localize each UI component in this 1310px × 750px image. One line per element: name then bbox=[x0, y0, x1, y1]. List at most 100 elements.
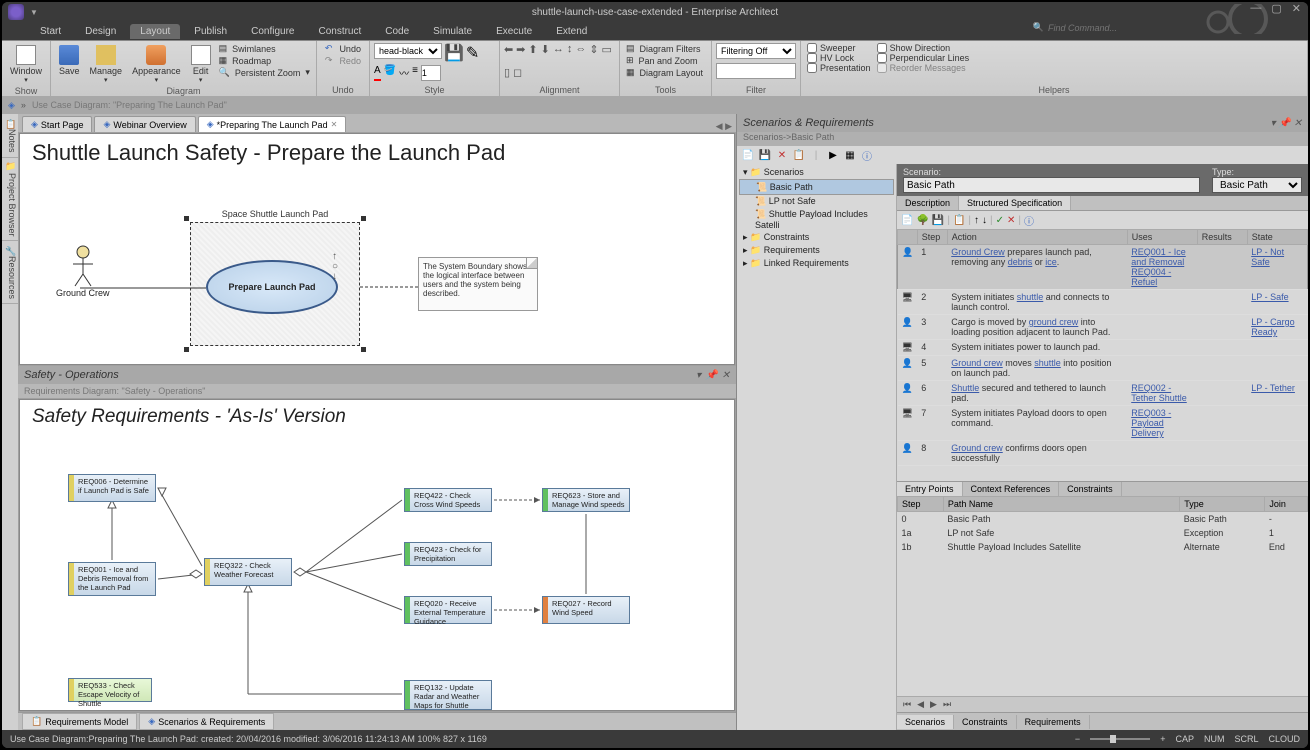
roadmap-button[interactable]: ▦ Roadmap bbox=[217, 55, 312, 66]
tb-down-icon[interactable]: ↓ bbox=[982, 215, 987, 226]
tb-remove-icon[interactable]: ✕ bbox=[1007, 215, 1015, 226]
align-top-icon[interactable]: ⬆ bbox=[528, 43, 537, 56]
same-size-icon[interactable]: ◻ bbox=[513, 66, 522, 79]
doc-tab[interactable]: ◈Start Page bbox=[22, 116, 92, 132]
tree-node[interactable]: 📜 LP not Safe bbox=[739, 195, 894, 208]
entry-row[interactable]: 0Basic PathBasic Path- bbox=[898, 512, 1308, 527]
menu-tab-design[interactable]: Design bbox=[75, 24, 126, 39]
tb-add-icon[interactable]: ✓ bbox=[996, 215, 1004, 226]
appearance-button[interactable]: Appearance▾ bbox=[128, 43, 185, 86]
resources-tab[interactable]: 🔧Resources bbox=[2, 241, 18, 304]
tree-node[interactable]: ▸ 📁 Requirements bbox=[739, 244, 894, 257]
doc-tab[interactable]: ◈*Preparing The Launch Pad✕ bbox=[198, 116, 347, 132]
close-icon[interactable]: ✕ bbox=[1289, 2, 1304, 15]
entry-table[interactable]: StepPath NameTypeJoin0Basic PathBasic Pa… bbox=[897, 496, 1308, 696]
menu-tab-start[interactable]: Start bbox=[30, 24, 71, 39]
diagram-filters-button[interactable]: ▤ Diagram Filters bbox=[624, 43, 707, 54]
step-row[interactable]: 👤5Ground crew moves shuttle into positio… bbox=[898, 356, 1308, 381]
steps-table[interactable]: StepActionUsesResultsState👤1Ground Crew … bbox=[897, 229, 1308, 481]
menu-chevron[interactable]: ▼ bbox=[30, 8, 38, 17]
diagram-pane-1[interactable]: Shuttle Launch Safety - Prepare the Laun… bbox=[19, 133, 735, 365]
pane2-pin-icon[interactable]: ▾ bbox=[696, 370, 701, 381]
space-h-icon[interactable]: ⇔ bbox=[575, 43, 586, 55]
entry-tab[interactable]: Context References bbox=[963, 482, 1060, 496]
rp-copy-icon[interactable]: 📋 bbox=[792, 148, 806, 162]
tb-save-icon[interactable]: 💾 bbox=[932, 215, 944, 226]
entry-row[interactable]: 1bShuttle Payload Includes SatelliteAlte… bbox=[898, 540, 1308, 554]
entry-tab[interactable]: Entry Points bbox=[897, 482, 963, 496]
zoom-minus-icon[interactable]: − bbox=[1075, 734, 1080, 744]
persistent-zoom-button[interactable]: 🔍 Persistent Zoom ▾ bbox=[217, 67, 312, 78]
menu-tab-code[interactable]: Code bbox=[375, 24, 419, 39]
zoom-slider[interactable] bbox=[1090, 738, 1150, 740]
requirement-REQ423[interactable]: REQ423 - Check for Precipitation bbox=[404, 542, 492, 566]
requirement-REQ020[interactable]: REQ020 - Receive External Temperature Gu… bbox=[404, 596, 492, 624]
form-tab[interactable]: Description bbox=[897, 196, 959, 210]
step-row[interactable]: 🖥7System initiates Payload doors to open… bbox=[898, 406, 1308, 441]
rp-help-icon[interactable]: ⓘ bbox=[860, 148, 874, 162]
hvlock-check[interactable]: HV Lock bbox=[805, 53, 873, 63]
tb-up-icon[interactable]: ↑ bbox=[974, 215, 979, 226]
tab-scenarios-requirements[interactable]: ◈Scenarios & Requirements bbox=[139, 713, 274, 730]
bottom-tab[interactable]: Scenarios bbox=[897, 715, 954, 729]
reorder-check[interactable]: Reorder Messages bbox=[875, 63, 972, 73]
rp-diagram-icon[interactable]: ▦ bbox=[843, 148, 857, 162]
requirement-REQ322[interactable]: REQ322 - Check Weather Forecast bbox=[204, 558, 292, 586]
perpendicular-check[interactable]: Perpendicular Lines bbox=[875, 53, 972, 63]
space-v-icon[interactable]: ⇕ bbox=[589, 43, 598, 56]
filter-input[interactable] bbox=[716, 63, 796, 79]
requirement-REQ623[interactable]: REQ623 - Store and Manage Wind speeds bbox=[542, 488, 630, 512]
step-row[interactable]: 👤3Cargo is moved by ground crew into loa… bbox=[898, 315, 1308, 340]
font-color-icon[interactable]: A bbox=[374, 65, 381, 81]
step-row[interactable]: 👤6Shuttle secured and tethered to launch… bbox=[898, 381, 1308, 406]
window-button[interactable]: Window▾ bbox=[6, 43, 46, 86]
tb-info-icon[interactable]: ⓘ bbox=[1024, 213, 1034, 228]
nav-prev-icon[interactable]: ◀ bbox=[915, 699, 926, 710]
doc-tab[interactable]: ◈Webinar Overview bbox=[94, 116, 195, 132]
pan-zoom-button[interactable]: ⊞ Pan and Zoom bbox=[624, 55, 707, 66]
align-center-h-icon[interactable]: ↔ bbox=[553, 43, 564, 55]
form-tab[interactable]: Structured Specification bbox=[959, 196, 1071, 210]
tree-node[interactable]: 📜 Basic Path bbox=[739, 179, 894, 195]
presentation-check[interactable]: Presentation bbox=[805, 63, 873, 73]
same-width-icon[interactable]: ▭ bbox=[602, 43, 612, 56]
menu-tab-simulate[interactable]: Simulate bbox=[423, 24, 482, 39]
bottom-tab[interactable]: Requirements bbox=[1017, 715, 1090, 729]
scenario-input[interactable] bbox=[903, 177, 1200, 193]
rp-pin-icon[interactable]: 📌 bbox=[1278, 118, 1290, 129]
edit-button[interactable]: Edit▾ bbox=[187, 43, 215, 86]
entry-row[interactable]: 1aLP not SafeException1 bbox=[898, 526, 1308, 540]
nav-last-icon[interactable]: ⏭ bbox=[941, 699, 953, 710]
requirement-REQ027[interactable]: REQ027 - Record Wind Speed bbox=[542, 596, 630, 624]
quickbar-expand-icon[interactable]: » bbox=[21, 100, 26, 110]
show-direction-check[interactable]: Show Direction bbox=[875, 43, 972, 53]
menu-tab-configure[interactable]: Configure bbox=[241, 24, 304, 39]
actor-ground-crew[interactable]: Ground Crew bbox=[56, 244, 110, 298]
step-row[interactable]: 👤8Ground crew confirms doors open succes… bbox=[898, 441, 1308, 466]
tb-new-icon[interactable]: 📄 bbox=[901, 215, 913, 226]
usecase-prepare-launch-pad[interactable]: Prepare Launch Pad bbox=[206, 260, 338, 314]
fill-color-icon[interactable]: 🪣 bbox=[384, 65, 396, 81]
same-height-icon[interactable]: ▯ bbox=[504, 66, 510, 79]
requirement-REQ422[interactable]: REQ422 - Check Cross Wind Speeds bbox=[404, 488, 492, 512]
menu-tab-publish[interactable]: Publish bbox=[184, 24, 237, 39]
rp-close-icon[interactable]: ✕ bbox=[1294, 118, 1302, 129]
tree-node[interactable]: 📜 Shuttle Payload Includes Satelli bbox=[739, 208, 894, 231]
swimlanes-button[interactable]: ▤ Swimlanes bbox=[217, 43, 312, 54]
save-button[interactable]: Save bbox=[55, 43, 84, 78]
pane2-close-icon[interactable]: ✕ bbox=[722, 370, 730, 381]
rp-delete-icon[interactable]: ✕ bbox=[775, 148, 789, 162]
rp-save-icon[interactable]: 💾 bbox=[758, 148, 772, 162]
find-command-input[interactable] bbox=[1048, 23, 1148, 33]
project-browser-tab[interactable]: 📋Notes bbox=[2, 114, 18, 158]
pane2-pin2-icon[interactable]: 📌 bbox=[705, 370, 717, 381]
style-combo[interactable]: head-black bbox=[374, 43, 442, 59]
requirement-REQ001[interactable]: REQ001 - Ice and Debris Removal from the… bbox=[68, 562, 156, 596]
rp-dropdown-icon[interactable]: ▾ bbox=[1271, 118, 1276, 129]
manage-button[interactable]: Manage▾ bbox=[86, 43, 127, 86]
rp-new-icon[interactable]: 📄 bbox=[741, 148, 755, 162]
tree-node[interactable]: ▾ 📁 Scenarios bbox=[739, 166, 894, 179]
quickbar-icon[interactable]: ◈ bbox=[8, 100, 15, 111]
style-save-icon[interactable]: 💾 bbox=[444, 43, 464, 63]
diagram-pane-2[interactable]: Safety Requirements - 'As-Is' Version bbox=[19, 399, 735, 711]
